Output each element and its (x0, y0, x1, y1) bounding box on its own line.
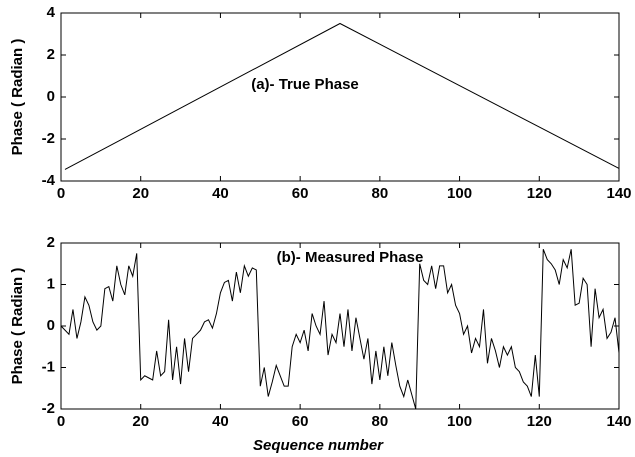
y-tick-label: 0 (47, 317, 55, 334)
x-tick-label: 20 (132, 413, 149, 430)
y-tick-label: 4 (47, 4, 56, 21)
x-tick-label: 20 (132, 185, 149, 202)
x-tick-label: 120 (527, 413, 552, 430)
data-line (60, 249, 620, 410)
y-tick-label: -1 (42, 358, 55, 375)
y-tick-label: 0 (47, 88, 55, 105)
y-tick-label: 1 (47, 275, 55, 292)
x-tick-label: 40 (212, 185, 229, 202)
x-tick-label: 0 (57, 185, 65, 202)
x-axis-label: Sequence number (253, 437, 384, 454)
x-tick-label: 100 (447, 413, 472, 430)
y-tick-label: 2 (47, 234, 55, 251)
x-tick-label: 60 (292, 413, 309, 430)
x-tick-label: 140 (606, 413, 631, 430)
y-axis-label: Phase ( Radian ) (9, 268, 26, 385)
data-line (64, 22, 620, 170)
y-tick-label: -2 (42, 130, 55, 147)
y-tick-label: -2 (42, 400, 55, 417)
axes-box (60, 12, 620, 182)
y-tick-label: 2 (47, 46, 55, 63)
x-tick-label: 80 (372, 185, 389, 202)
x-tick-label: 120 (527, 185, 552, 202)
x-tick-label: 60 (292, 185, 309, 202)
x-tick-label: 0 (57, 413, 65, 430)
x-tick-label: 100 (447, 185, 472, 202)
x-tick-label: 140 (606, 185, 631, 202)
x-tick-label: 40 (212, 413, 229, 430)
y-tick-label: -4 (42, 172, 56, 189)
y-axis-label: Phase ( Radian ) (9, 39, 26, 156)
chart-title: (b)- Measured Phase (277, 249, 424, 266)
chart-title: (a)- True Phase (251, 76, 359, 93)
axes-box (60, 242, 620, 410)
x-tick-label: 80 (372, 413, 389, 430)
